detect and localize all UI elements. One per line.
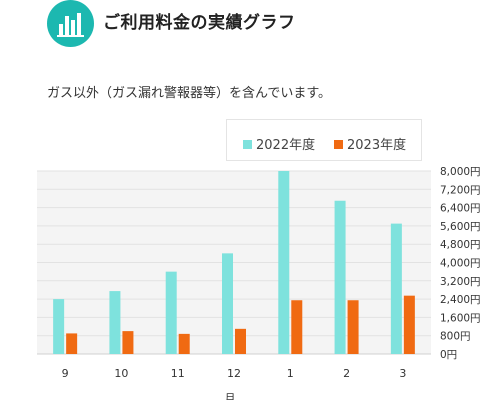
x-tick-label: 3 <box>399 367 406 380</box>
bar-2022-3[interactable] <box>390 223 402 354</box>
x-tick-label: 10 <box>114 367 128 380</box>
y-tick-label: 7,200円 <box>440 184 481 196</box>
bar-2022-11[interactable] <box>165 271 177 354</box>
legend-item-2022[interactable]: 2022年度 <box>243 134 315 153</box>
x-tick-label: 12 <box>227 367 241 380</box>
legend-label-2023: 2023年度 <box>347 138 407 153</box>
chart-legend: 2022年度 2023年度 <box>226 119 422 161</box>
legend-label-2022: 2022年度 <box>256 138 316 153</box>
legend-swatch-2022 <box>243 140 252 149</box>
bar-2022-9[interactable] <box>53 299 65 354</box>
y-tick-label: 800円 <box>440 331 471 343</box>
bar-2023-10[interactable] <box>122 331 134 354</box>
bar-2023-11[interactable] <box>178 333 190 354</box>
bar-2023-9[interactable] <box>66 333 78 354</box>
legend-swatch-2023 <box>334 140 343 149</box>
y-tick-label: 5,600円 <box>440 221 481 233</box>
y-tick-label: 4,000円 <box>440 258 481 270</box>
x-tick-label: 1 <box>287 367 294 380</box>
bar-2022-10[interactable] <box>109 291 121 354</box>
x-axis-label: 月 <box>225 392 236 400</box>
bar-2023-12[interactable] <box>235 328 246 354</box>
y-tick-label: 2,400円 <box>440 294 481 306</box>
y-tick-label: 8,000円 <box>440 166 481 178</box>
bar-chart-icon <box>47 0 94 47</box>
page-title: ご利用料金の実績グラフ <box>103 13 296 33</box>
x-tick-label: 9 <box>62 367 69 380</box>
chart-note: ガス以外（ガス漏れ警報器等）を含んでいます。 <box>47 86 332 101</box>
x-tick-label: 2 <box>343 367 350 380</box>
bar-2022-2[interactable] <box>334 200 346 354</box>
y-tick-label: 0円 <box>440 349 457 361</box>
y-tick-label: 4,800円 <box>440 239 481 251</box>
y-tick-label: 1,600円 <box>440 312 481 324</box>
x-tick-label: 11 <box>171 367 185 380</box>
bar-2023-1[interactable] <box>291 300 303 354</box>
y-tick-label: 6,400円 <box>440 203 481 215</box>
bar-2023-2[interactable] <box>347 300 359 354</box>
bar-2023-3[interactable] <box>403 295 415 354</box>
bar-2022-12[interactable] <box>222 253 233 354</box>
legend-item-2023[interactable]: 2023年度 <box>334 134 406 153</box>
bar-2022-1[interactable] <box>278 171 290 354</box>
y-tick-label: 3,200円 <box>440 276 481 288</box>
